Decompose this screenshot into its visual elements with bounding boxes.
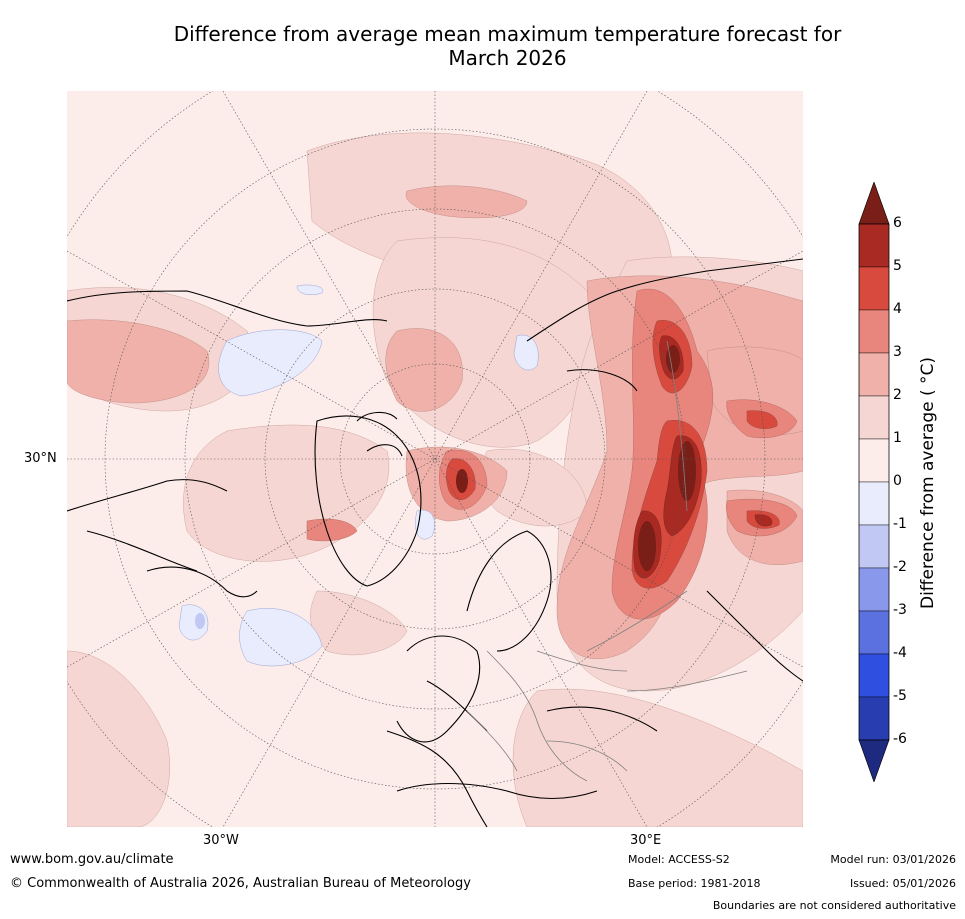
lat-label-30n: 30°N [24, 451, 57, 466]
colorbar-under-arrow [858, 739, 890, 782]
colorbar-segment [858, 266, 890, 311]
lon-label-30e: 30°E [630, 833, 662, 848]
model-run-text: Model run: 03/01/2026 [830, 853, 956, 866]
colorbar-segments [858, 223, 890, 741]
colorbar-tick-label: 2 [893, 387, 902, 403]
colorbar-segment [858, 438, 890, 483]
website-text: www.bom.gov.au/climate [10, 852, 174, 867]
colorbar-segment [858, 567, 890, 612]
colorbar-title: Difference from average ( °C) [918, 356, 938, 610]
map-title: Difference from average mean maximum tem… [60, 22, 955, 70]
title-line-1: Difference from average mean maximum tem… [173, 22, 842, 46]
colorbar-segment [858, 309, 890, 354]
copyright-text: © Commonwealth of Australia 2026, Austra… [10, 876, 471, 891]
anomaly-negative-core [195, 613, 205, 629]
anomaly-negative-regions [178, 284, 539, 667]
colorbar-tick-label: -6 [893, 731, 907, 747]
colorbar-segment [858, 223, 890, 268]
colorbar-segment [858, 653, 890, 698]
model-text: Model: ACCESS-S2 [628, 853, 730, 866]
colorbar-tick-label: 3 [893, 344, 902, 360]
lon-label-30w: 30°W [203, 833, 239, 848]
base-period-text: Base period: 1981-2018 [628, 877, 761, 890]
colorbar-tick-label: 4 [893, 301, 902, 317]
colorbar-segment [858, 524, 890, 569]
colorbar-segment [858, 352, 890, 397]
issued-text: Issued: 05/01/2026 [849, 877, 956, 890]
disclaimer-text: Boundaries are not considered authoritat… [712, 899, 956, 912]
colorbar-tick-label: 6 [893, 215, 902, 231]
forecast-map [4, 28, 866, 890]
map-canvas [4, 28, 866, 890]
colorbar-over-arrow [858, 182, 890, 225]
colorbar-tick-label: 1 [893, 430, 902, 446]
colorbar-segment [858, 395, 890, 440]
colorbar [858, 182, 890, 782]
colorbar-tick-label: -1 [893, 516, 907, 532]
colorbar-tick-label: -3 [893, 602, 907, 618]
colorbar-tick-label: -2 [893, 559, 907, 575]
colorbar-outline [858, 223, 890, 741]
colorbar-segment [858, 696, 890, 741]
colorbar-segment [858, 610, 890, 655]
colorbar-segment [858, 481, 890, 526]
colorbar-tick-label: -5 [893, 688, 907, 704]
colorbar-tick-label: 5 [893, 258, 902, 274]
colorbar-tick-label: -4 [893, 645, 907, 661]
country-borders [466, 340, 748, 782]
title-line-2: March 2026 [448, 46, 567, 70]
colorbar-tick-label: 0 [893, 473, 902, 489]
